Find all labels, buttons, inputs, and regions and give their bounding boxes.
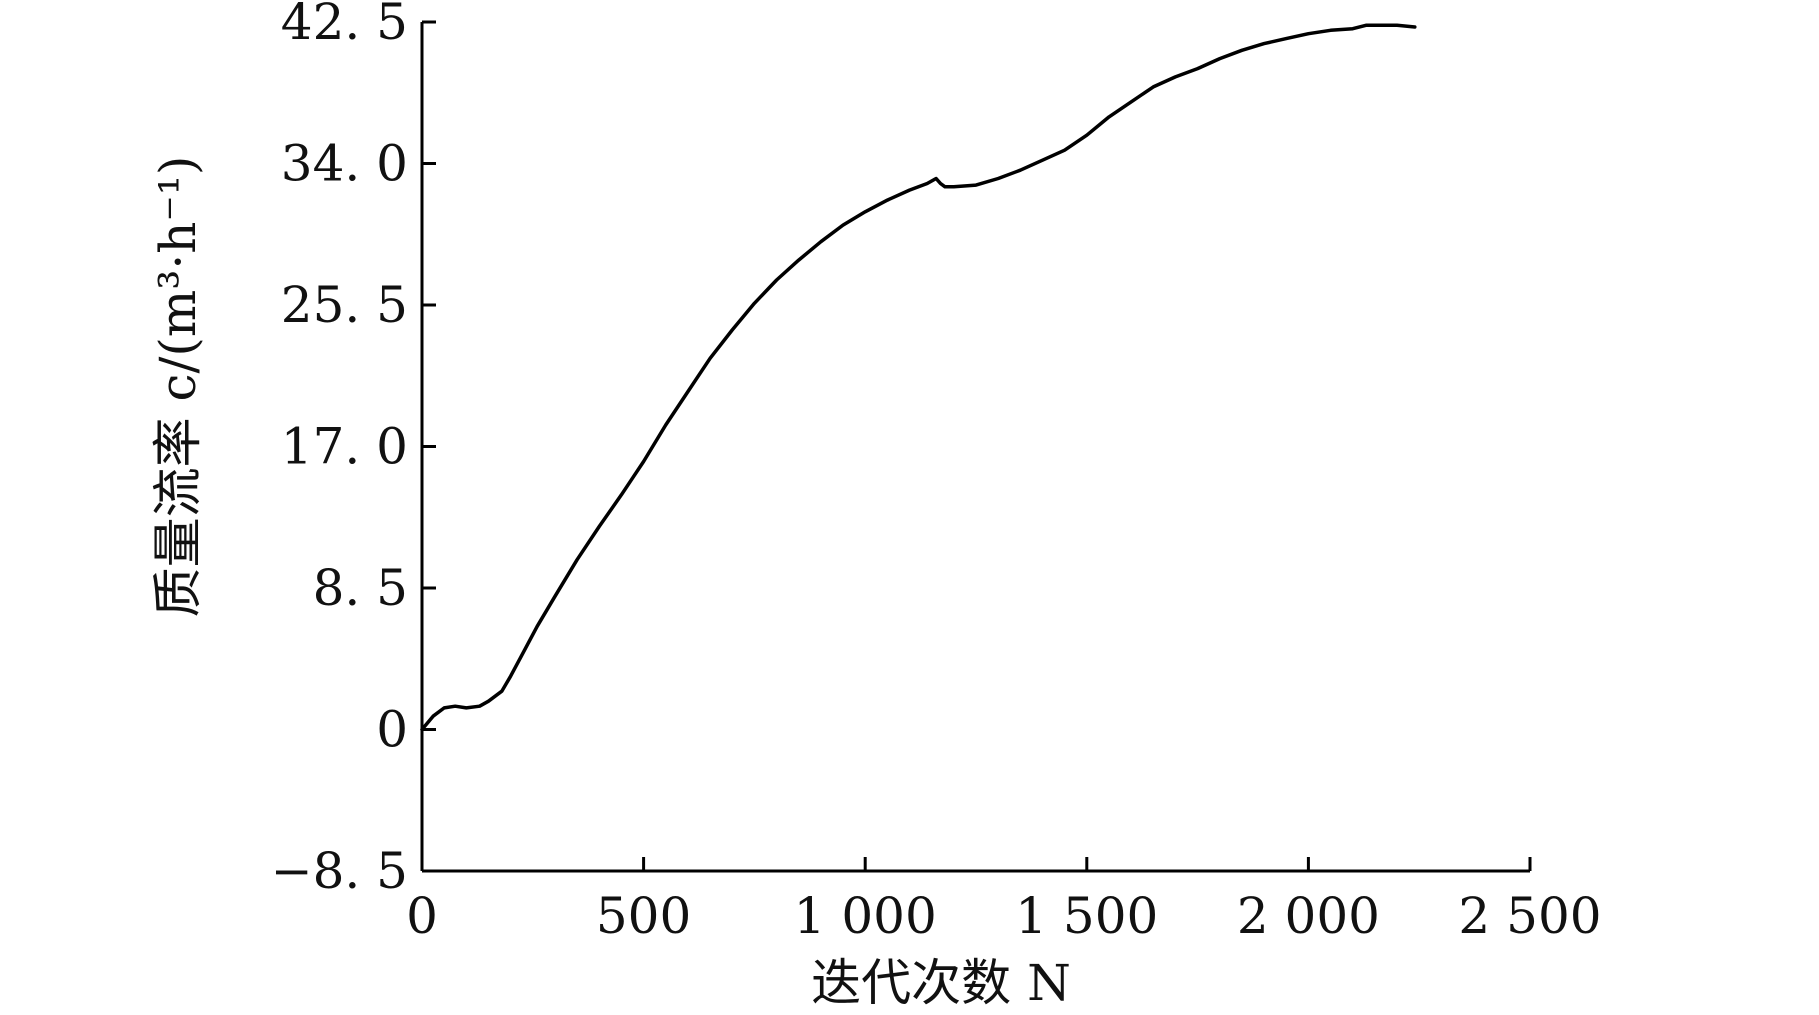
y-tick-label: −8. 5 [271, 842, 408, 900]
y-tick-label: 8. 5 [313, 559, 408, 617]
x-ticks: 0 500 1 000 1 500 2 000 2 500 [406, 857, 1602, 945]
x-axis: 0 500 1 000 1 500 2 000 2 500 [406, 857, 1602, 945]
y-tick-label: 17. 0 [281, 418, 408, 476]
y-tick-label: 25. 5 [281, 276, 408, 334]
x-tick-label: 0 [406, 887, 438, 945]
x-tick-label: 2 500 [1458, 887, 1601, 945]
x-axis-title: 迭代次数 N [811, 954, 1071, 1012]
x-tick-label: 1 000 [794, 887, 937, 945]
x-tick-label: 500 [596, 887, 691, 945]
y-axis-title: 质量流率 c/(m³·h⁻¹) [149, 156, 207, 618]
y-tick-label: 0 [376, 701, 408, 759]
y-axis: −8. 5 0 8. 5 17. 0 25. 5 34. 0 42. 5 [271, 0, 436, 900]
series-group [420, 23, 1417, 732]
y-ticks: −8. 5 0 8. 5 17. 0 25. 5 34. 0 42. 5 [271, 0, 436, 900]
x-tick-label: 1 500 [1015, 887, 1158, 945]
y-tick-label: 34. 0 [281, 135, 408, 193]
series-line [420, 23, 1417, 732]
y-tick-label: 42. 5 [281, 0, 408, 51]
x-tick-label: 2 000 [1237, 887, 1380, 945]
